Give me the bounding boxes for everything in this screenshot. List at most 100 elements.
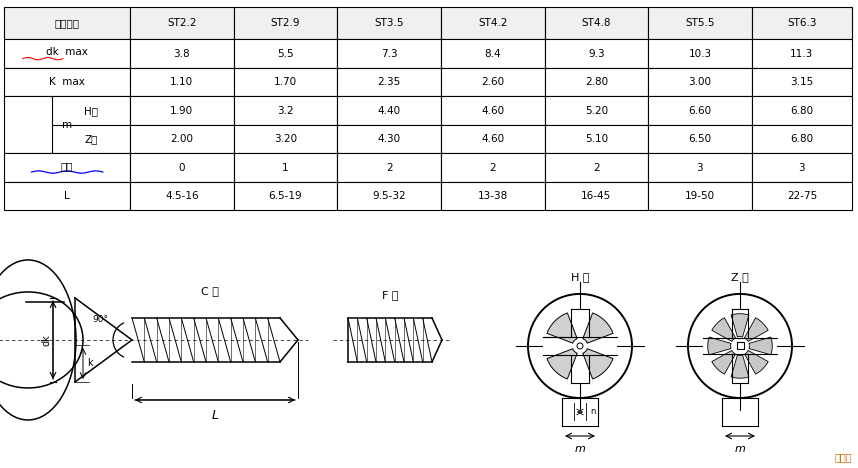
Text: 22-75: 22-75	[787, 191, 817, 201]
Text: 6.5-19: 6.5-19	[269, 191, 302, 201]
Text: 6.80: 6.80	[790, 106, 813, 116]
Polygon shape	[542, 337, 618, 355]
Text: 1.70: 1.70	[274, 77, 297, 87]
Text: 4.60: 4.60	[481, 134, 505, 144]
Text: m: m	[575, 444, 585, 454]
Bar	[130, 96, 233, 125]
Bar	[441, 7, 545, 39]
Polygon shape	[712, 351, 735, 374]
Text: K  max: K max	[49, 77, 85, 87]
Bar	[233, 154, 337, 182]
Text: 8.4: 8.4	[485, 49, 501, 58]
Text: dk  max: dk max	[46, 47, 88, 57]
Polygon shape	[571, 308, 589, 383]
Circle shape	[577, 343, 583, 349]
Bar	[648, 68, 752, 96]
Text: Z型: Z型	[84, 134, 98, 144]
Bar	[337, 39, 441, 68]
Text: ST4.8: ST4.8	[582, 18, 611, 28]
Bar	[752, 7, 852, 39]
Bar	[4, 68, 130, 96]
Bar	[648, 154, 752, 182]
Text: ST2.2: ST2.2	[167, 18, 196, 28]
Text: 9.5-32: 9.5-32	[372, 191, 406, 201]
Bar	[648, 39, 752, 68]
Text: 3: 3	[697, 163, 704, 173]
Text: 槽号: 槽号	[61, 161, 74, 171]
Text: 4.40: 4.40	[378, 106, 401, 116]
Text: L: L	[212, 409, 219, 422]
Bar	[233, 96, 337, 125]
Text: 3.8: 3.8	[173, 49, 190, 58]
Bar	[545, 39, 648, 68]
Polygon shape	[731, 355, 749, 378]
Text: 1.90: 1.90	[170, 106, 193, 116]
Text: 4.5-16: 4.5-16	[165, 191, 199, 201]
Bar	[648, 96, 752, 125]
Polygon shape	[745, 318, 768, 342]
Polygon shape	[547, 349, 577, 379]
Polygon shape	[712, 318, 735, 342]
Bar	[648, 125, 752, 154]
Bar	[337, 154, 441, 182]
Text: 2: 2	[489, 163, 496, 173]
Text: 0: 0	[178, 163, 185, 173]
Bar	[337, 7, 441, 39]
Text: 4.60: 4.60	[481, 106, 505, 116]
Text: 螺纹规格: 螺纹规格	[55, 18, 80, 28]
Bar	[441, 154, 545, 182]
Bar	[4, 39, 130, 68]
Bar	[130, 154, 233, 182]
Text: L: L	[64, 191, 70, 201]
Text: F 型: F 型	[382, 290, 398, 300]
Bar	[752, 39, 852, 68]
Text: 16-45: 16-45	[581, 191, 612, 201]
Text: 10.3: 10.3	[688, 49, 711, 58]
Text: H型: H型	[84, 106, 98, 116]
Text: 繁荣网: 繁荣网	[834, 452, 852, 462]
Bar	[736, 343, 744, 350]
Bar	[337, 96, 441, 125]
Text: 2: 2	[386, 163, 392, 173]
Bar	[545, 96, 648, 125]
Bar	[648, 182, 752, 211]
Bar	[441, 96, 545, 125]
Polygon shape	[708, 337, 731, 355]
Bar	[337, 182, 441, 211]
Bar	[752, 154, 852, 182]
Bar	[545, 154, 648, 182]
Polygon shape	[583, 313, 613, 343]
Bar	[337, 125, 441, 154]
Text: 13-38: 13-38	[478, 191, 508, 201]
Polygon shape	[745, 351, 768, 374]
Bar	[233, 182, 337, 211]
Text: 3.20: 3.20	[274, 134, 297, 144]
Text: 3: 3	[799, 163, 805, 173]
Text: 3.00: 3.00	[688, 77, 711, 87]
Bar	[130, 68, 233, 96]
Text: dk: dk	[41, 334, 51, 346]
Text: 90°: 90°	[92, 315, 108, 324]
Text: ST3.5: ST3.5	[374, 18, 404, 28]
Text: ST4.2: ST4.2	[478, 18, 507, 28]
Bar	[337, 68, 441, 96]
Bar	[752, 96, 852, 125]
Polygon shape	[732, 308, 748, 383]
Bar	[441, 68, 545, 96]
Text: 5.5: 5.5	[277, 49, 293, 58]
Bar	[233, 7, 337, 39]
Text: 5.10: 5.10	[585, 134, 608, 144]
Text: 6.80: 6.80	[790, 134, 813, 144]
Text: 1.10: 1.10	[170, 77, 193, 87]
Text: C 型: C 型	[201, 286, 219, 296]
Text: 1: 1	[282, 163, 289, 173]
Bar	[545, 7, 648, 39]
Text: m: m	[734, 444, 746, 454]
Bar	[545, 125, 648, 154]
Bar	[233, 125, 337, 154]
Text: 19-50: 19-50	[685, 191, 715, 201]
Bar	[130, 182, 233, 211]
Text: 7.3: 7.3	[381, 49, 397, 58]
Text: ST6.3: ST6.3	[787, 18, 817, 28]
Polygon shape	[731, 314, 749, 337]
